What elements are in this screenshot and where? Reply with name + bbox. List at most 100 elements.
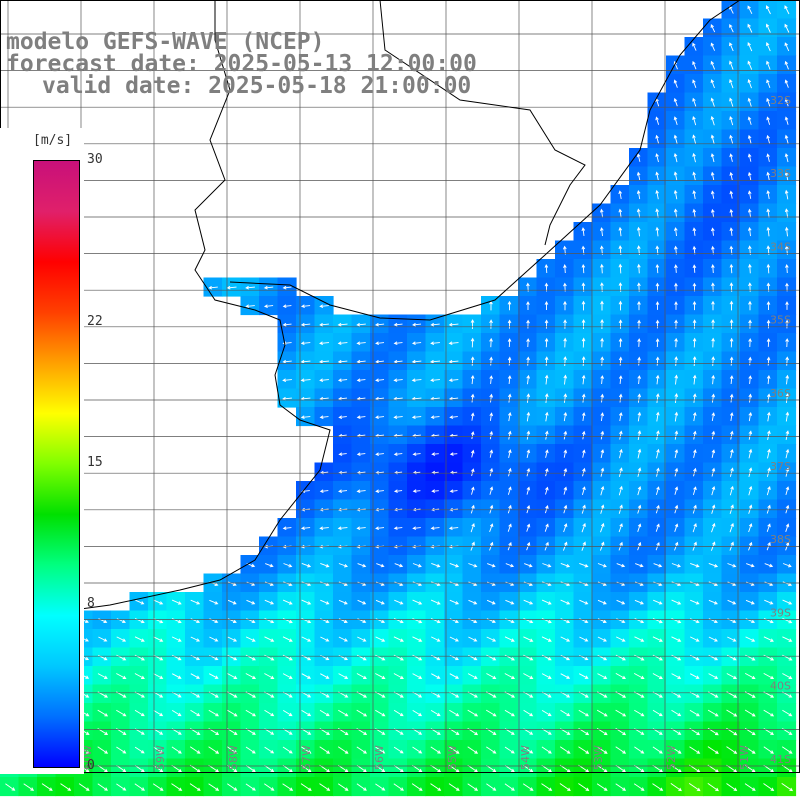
wind-arrow	[692, 79, 697, 88]
wind-arrow	[301, 599, 312, 605]
wind-arrow	[748, 523, 753, 533]
wind-arrow	[637, 356, 641, 366]
speed-cell	[296, 296, 316, 316]
wind-arrow	[579, 581, 589, 586]
wind-arrow	[430, 710, 441, 717]
latitude-label: 32S	[770, 94, 791, 107]
wind-arrow	[471, 486, 475, 495]
wind-arrow	[690, 636, 700, 642]
wind-arrow	[637, 523, 642, 532]
speed-cell	[296, 407, 316, 427]
speed-cell	[573, 536, 593, 556]
wind-arrow	[710, 60, 716, 70]
wind-arrow	[653, 563, 663, 568]
speed-cell	[333, 425, 353, 445]
wind-arrow	[470, 337, 475, 348]
wind-arrow	[375, 526, 385, 531]
wind-arrow	[563, 300, 567, 311]
wind-arrow	[375, 378, 385, 383]
speed-cell	[407, 499, 427, 519]
wind-arrow	[504, 783, 515, 791]
speed-cell	[703, 314, 723, 334]
wind-arrow	[600, 319, 604, 330]
wind-arrow	[600, 449, 605, 459]
speed-cell	[610, 388, 630, 408]
speed-cell	[314, 481, 334, 501]
wind-arrow	[600, 337, 604, 348]
wind-arrow	[578, 709, 589, 717]
speed-cell	[721, 536, 741, 556]
wind-arrow	[729, 171, 734, 181]
wind-arrow	[710, 153, 715, 163]
speed-cell	[647, 314, 667, 334]
wind-arrow	[747, 153, 752, 162]
wind-arrow	[711, 393, 716, 403]
wind-arrow	[619, 448, 623, 459]
wind-arrow	[320, 636, 330, 642]
wind-arrow	[618, 263, 623, 274]
wind-arrow	[227, 599, 237, 605]
wind-arrow	[763, 636, 774, 642]
speed-cell	[647, 370, 667, 390]
speed-cell	[777, 536, 797, 556]
wind-arrow	[374, 322, 385, 327]
speed-cell	[536, 388, 556, 408]
wind-arrow	[375, 341, 385, 346]
coastline	[0, 0, 741, 621]
speed-cell	[592, 481, 612, 501]
wind-arrow	[673, 97, 678, 107]
speed-cell	[555, 370, 575, 390]
wind-arrow	[615, 746, 627, 754]
wind-arrow	[448, 322, 459, 327]
wind-arrow	[508, 449, 512, 459]
wind-arrow	[711, 356, 716, 366]
wind-arrow	[524, 563, 533, 568]
speed-cell	[647, 536, 667, 556]
speed-cell	[499, 444, 519, 464]
wind-arrow	[579, 636, 589, 642]
wind-arrow	[412, 526, 421, 530]
wind-arrow	[300, 415, 311, 420]
wind-arrow	[785, 338, 789, 348]
speed-cell	[370, 518, 390, 538]
wind-arrow	[431, 470, 439, 475]
wind-arrow	[430, 359, 441, 364]
speed-cell	[499, 499, 519, 519]
speed-cell	[314, 388, 334, 408]
wind-arrow	[692, 523, 697, 533]
speed-cell	[555, 518, 575, 538]
speed-cell	[555, 536, 575, 556]
wind-arrow	[747, 190, 752, 199]
wind-arrow	[171, 636, 182, 642]
longitude-label: 60W	[81, 745, 94, 770]
speed-cell	[296, 499, 316, 519]
wind-arrow	[337, 378, 348, 383]
speed-cell	[555, 388, 575, 408]
wind-arrow	[449, 415, 458, 419]
speed-cell	[481, 462, 501, 482]
wind-arrow	[5, 783, 16, 791]
wind-arrow	[707, 746, 719, 754]
speed-cell	[518, 425, 538, 445]
wind-arrow	[468, 599, 478, 605]
wind-arrow	[747, 60, 753, 70]
latitude-label: 40S	[770, 680, 791, 693]
longitude-label: 56W	[373, 745, 386, 770]
wind-arrow	[226, 285, 237, 290]
wind-arrow	[745, 599, 755, 605]
wind-arrow	[430, 378, 440, 383]
wind-arrow	[748, 338, 752, 348]
wind-arrow	[582, 467, 586, 477]
wind-arrow	[541, 783, 553, 791]
speed-cell	[444, 481, 464, 501]
speed-cell	[573, 462, 593, 482]
wind-arrow	[597, 599, 607, 605]
wind-arrow	[542, 581, 552, 587]
title-forecast-date: forecast date: 2025-05-13 12:00:00	[6, 51, 477, 77]
wind-arrow	[356, 783, 367, 791]
colorbar-tick-label: 0	[87, 758, 95, 773]
latitude-label: 38S	[770, 533, 791, 546]
wind-arrow	[763, 709, 775, 717]
wind-arrow	[489, 319, 493, 329]
wind-arrow	[171, 618, 182, 624]
